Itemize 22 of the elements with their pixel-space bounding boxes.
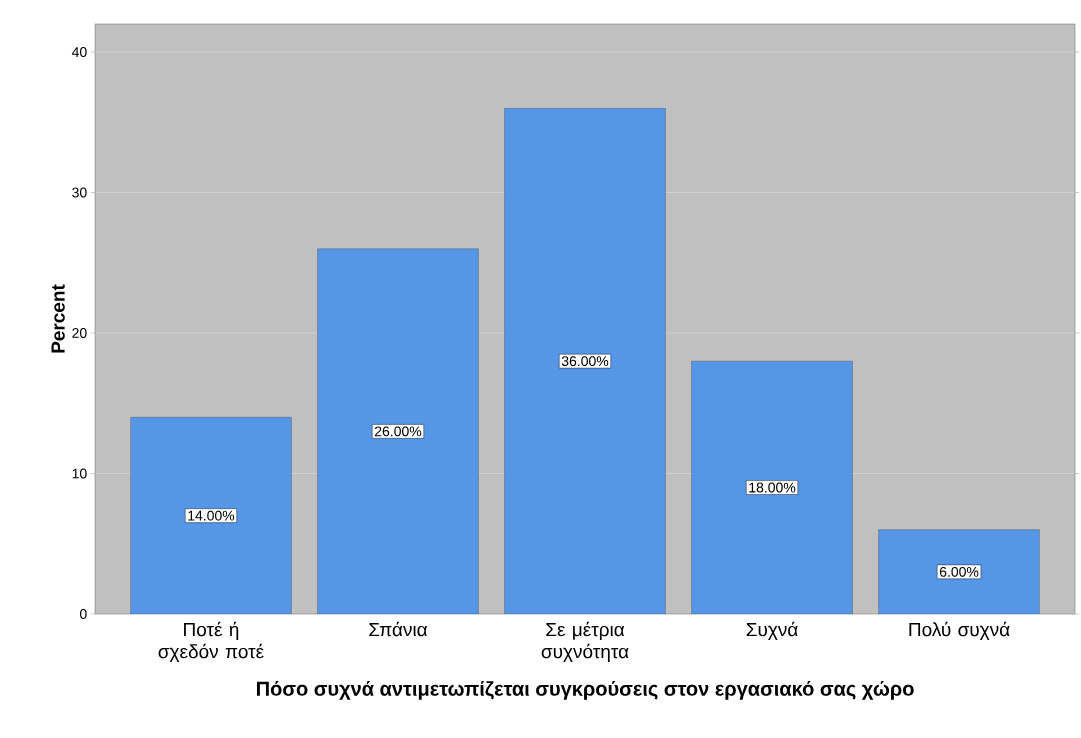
data-label: 26.00% bbox=[374, 426, 422, 437]
data-label: 36.00% bbox=[561, 356, 609, 367]
x-tick-label: Συχνά bbox=[746, 621, 798, 641]
bar bbox=[130, 417, 292, 614]
bar bbox=[317, 248, 479, 614]
data-label: 18.00% bbox=[749, 482, 796, 493]
y-tick-label: 30 bbox=[72, 187, 87, 198]
x-tick-label: Πολύ συχνά bbox=[909, 621, 1010, 641]
x-tick-label: Σε μέτρια συχνότητα bbox=[541, 621, 629, 663]
x-tick-label: Ποτέ ή σχεδόν ποτέ bbox=[158, 621, 264, 663]
x-axis-title: Πόσο συχνά αντιμετωπίζεται συγκρούσεις στον εργασιακό σας χώρο bbox=[257, 680, 914, 700]
y-axis-title: Percent bbox=[51, 284, 65, 353]
y-tick-label: 40 bbox=[71, 47, 87, 58]
bar bbox=[504, 108, 666, 614]
data-label: 6.00% bbox=[939, 566, 979, 577]
y-tick-label: 20 bbox=[72, 328, 87, 338]
x-tick-label: Σπάνια bbox=[369, 621, 428, 637]
bar bbox=[878, 529, 1040, 614]
y-tick-label: 10 bbox=[72, 468, 87, 479]
y-tick-label: 0 bbox=[79, 609, 87, 619]
bar bbox=[691, 361, 853, 614]
data-label: 14.00% bbox=[188, 510, 235, 521]
